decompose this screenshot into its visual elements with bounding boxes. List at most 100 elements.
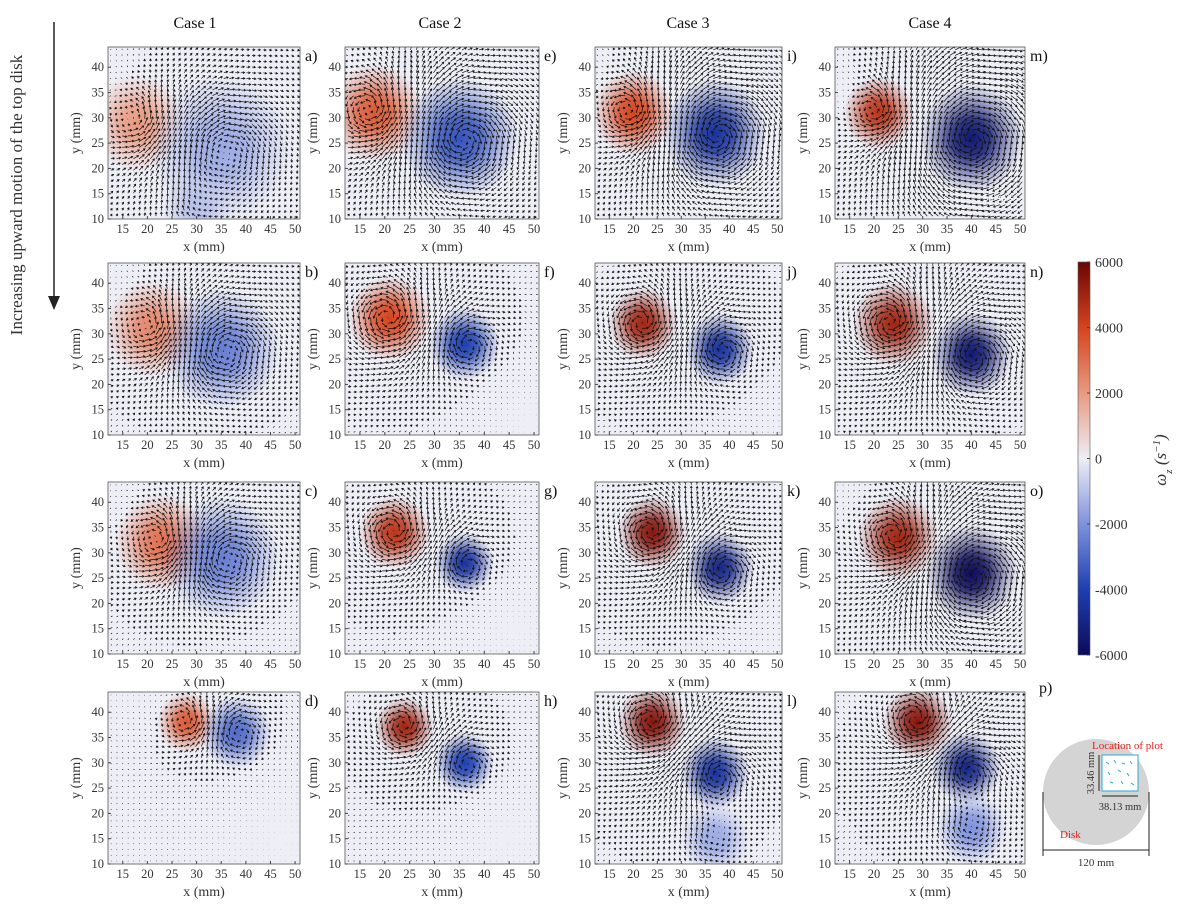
y-tick-label: 35 — [92, 302, 105, 316]
colorbar-label-part: ω — [1151, 474, 1170, 486]
x-tick-label: 25 — [166, 438, 179, 452]
plot-location — [1101, 754, 1139, 792]
y-tick-label: 40 — [92, 276, 105, 290]
x-tick-label: 45 — [747, 867, 760, 881]
x-tick-label: 25 — [166, 222, 179, 236]
x-tick-label: 40 — [723, 438, 736, 452]
panel-label: o) — [1030, 483, 1043, 500]
x-tick-label: 50 — [528, 867, 541, 881]
y-tick-label: 40 — [92, 60, 105, 74]
y-tick-label: 10 — [92, 647, 105, 661]
x-tick-label: 25 — [166, 867, 179, 881]
x-tick-label: 50 — [289, 867, 302, 881]
x-axis-label: x (mm) — [421, 240, 463, 255]
x-tick-label: 15 — [117, 657, 130, 671]
x-tick-label: 25 — [403, 867, 416, 881]
x-axis-label: x (mm) — [421, 885, 463, 900]
y-axis-label: y (mm) — [556, 328, 571, 370]
x-tick-label: 40 — [478, 438, 491, 452]
inset-height: 33.46 mm — [1086, 752, 1097, 795]
y-tick-label: 25 — [92, 571, 105, 585]
x-tick-label: 50 — [1014, 867, 1027, 881]
x-tick-label: 50 — [1014, 657, 1027, 671]
y-tick-label: 30 — [579, 327, 592, 341]
panel-label: f) — [544, 264, 555, 281]
panel-label: i) — [787, 48, 797, 65]
y-axis-label: y (mm) — [796, 547, 811, 589]
panel-label: k) — [787, 483, 800, 500]
scale-label: 5.0 m/s — [984, 193, 1014, 204]
colorbar-tick-label: -4000 — [1095, 584, 1128, 599]
plot-area — [108, 482, 300, 654]
x-tick-label: 45 — [747, 438, 760, 452]
plot-area — [108, 692, 300, 864]
y-tick-label: 40 — [92, 705, 105, 719]
y-tick-label: 10 — [329, 428, 342, 442]
x-tick-label: 15 — [603, 657, 616, 671]
panel-label: a) — [305, 48, 317, 65]
x-tick-label: 20 — [627, 657, 640, 671]
quiver — [109, 263, 300, 434]
x-tick-label: 35 — [699, 867, 712, 881]
y-tick-label: 25 — [329, 781, 342, 795]
y-tick-label: 30 — [92, 756, 105, 770]
x-tick-label: 15 — [354, 657, 367, 671]
x-tick-label: 30 — [190, 222, 203, 236]
y-tick-label: 25 — [819, 781, 832, 795]
y-tick-label: 35 — [819, 86, 832, 100]
y-axis-label: y (mm) — [306, 547, 321, 589]
panel-label: b) — [305, 264, 318, 281]
x-tick-label: 40 — [723, 222, 736, 236]
quiver — [836, 47, 1025, 219]
x-axis-label: x (mm) — [183, 240, 225, 255]
vortex — [857, 495, 940, 581]
inset: p) Location of plot 33.46 mm 38.13 mm Di… — [1039, 680, 1163, 869]
y-tick-label: 15 — [92, 832, 105, 846]
inset-width: 38.13 mm — [1099, 802, 1142, 813]
annotation-arrowhead — [48, 296, 60, 310]
x-tick-label: 35 — [699, 438, 712, 452]
plot-frame — [107, 481, 301, 655]
y-tick-label: 25 — [819, 136, 832, 150]
y-tick-label: 20 — [92, 377, 105, 391]
y-tick-label: 30 — [819, 546, 832, 560]
y-tick-label: 30 — [329, 756, 342, 770]
y-tick-label: 40 — [329, 705, 342, 719]
vortex — [595, 70, 674, 156]
panel: 15 20 25 30 35 40 45 50 10 15 20 25 30 35 40 x (mm) y (m… — [796, 262, 1043, 471]
x-tick-label: 40 — [478, 867, 491, 881]
quiver — [110, 692, 299, 862]
colorbar-tick-label: 0 — [1095, 453, 1102, 468]
x-tick-label: 35 — [941, 867, 954, 881]
y-tick-label: 15 — [329, 403, 342, 417]
x-tick-label: 25 — [403, 657, 416, 671]
x-tick-label: 20 — [141, 867, 154, 881]
x-tick-label: 25 — [892, 438, 905, 452]
x-axis-label: x (mm) — [909, 240, 951, 255]
y-tick-label: 20 — [329, 161, 342, 175]
x-tick-label: 40 — [723, 657, 736, 671]
x-tick-label: 30 — [190, 867, 203, 881]
x-tick-label: 45 — [990, 438, 1003, 452]
x-tick-label: 50 — [771, 657, 784, 671]
y-tick-label: 25 — [92, 781, 105, 795]
y-axis-label: y (mm) — [556, 757, 571, 799]
plot-area — [108, 263, 300, 435]
panel-label: h) — [544, 693, 557, 710]
x-tick-label: 20 — [868, 657, 881, 671]
y-tick-label: 20 — [92, 806, 105, 820]
y-tick-label: 25 — [92, 352, 105, 366]
x-tick-label: 35 — [453, 657, 466, 671]
x-tick-label: 35 — [453, 222, 466, 236]
y-axis-label: y (mm) — [306, 112, 321, 154]
y-tick-label: 20 — [819, 161, 832, 175]
y-tick-label: 10 — [819, 647, 832, 661]
y-tick-label: 15 — [819, 187, 832, 201]
x-tick-label: 25 — [166, 657, 179, 671]
panel-label: j) — [786, 264, 797, 281]
x-tick-label: 25 — [403, 222, 416, 236]
x-tick-label: 50 — [528, 438, 541, 452]
y-tick-label: 40 — [819, 60, 832, 74]
x-tick-label: 45 — [990, 867, 1003, 881]
inset-diameter: 120 mm — [1078, 857, 1115, 869]
